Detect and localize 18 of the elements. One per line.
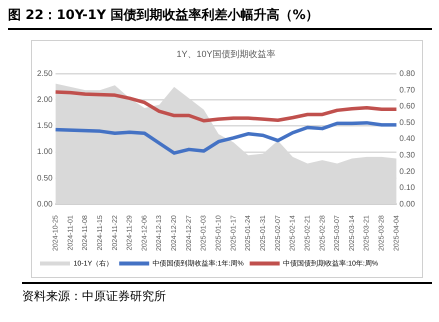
y2-tick-label: 0.20 [399,166,416,176]
y-tick-label: 0.50 [36,173,54,182]
y-tick-label: 2.00 [36,95,54,104]
y-tick-label: 1.50 [36,121,54,130]
y-tick-label: 2.50 [36,69,54,78]
chart-title: 图 22：10Y-1Y 国债到期收益率利差小幅升高（%） [8,6,432,30]
text: 资料来源：中原证券研究所 [22,282,432,305]
y2-tick-label: 0.40 [399,134,416,144]
y2-tick-label: 0.70 [399,85,416,94]
y2-tick-label: 0.50 [399,118,416,127]
y2-tick-label: 0.60 [399,102,416,111]
y2-tick-label: 0.80 [399,69,416,78]
chart-subtitle: 1Y、10Y国债到期收益率 [176,48,276,59]
y-tick-label: 0.00 [36,199,54,208]
y-tick-label: 1.00 [36,147,54,156]
y2-tick-label: 0.10 [399,183,416,192]
y2-tick-label: 0.30 [399,150,416,160]
y2-tick-label: 0.00 [399,199,416,208]
